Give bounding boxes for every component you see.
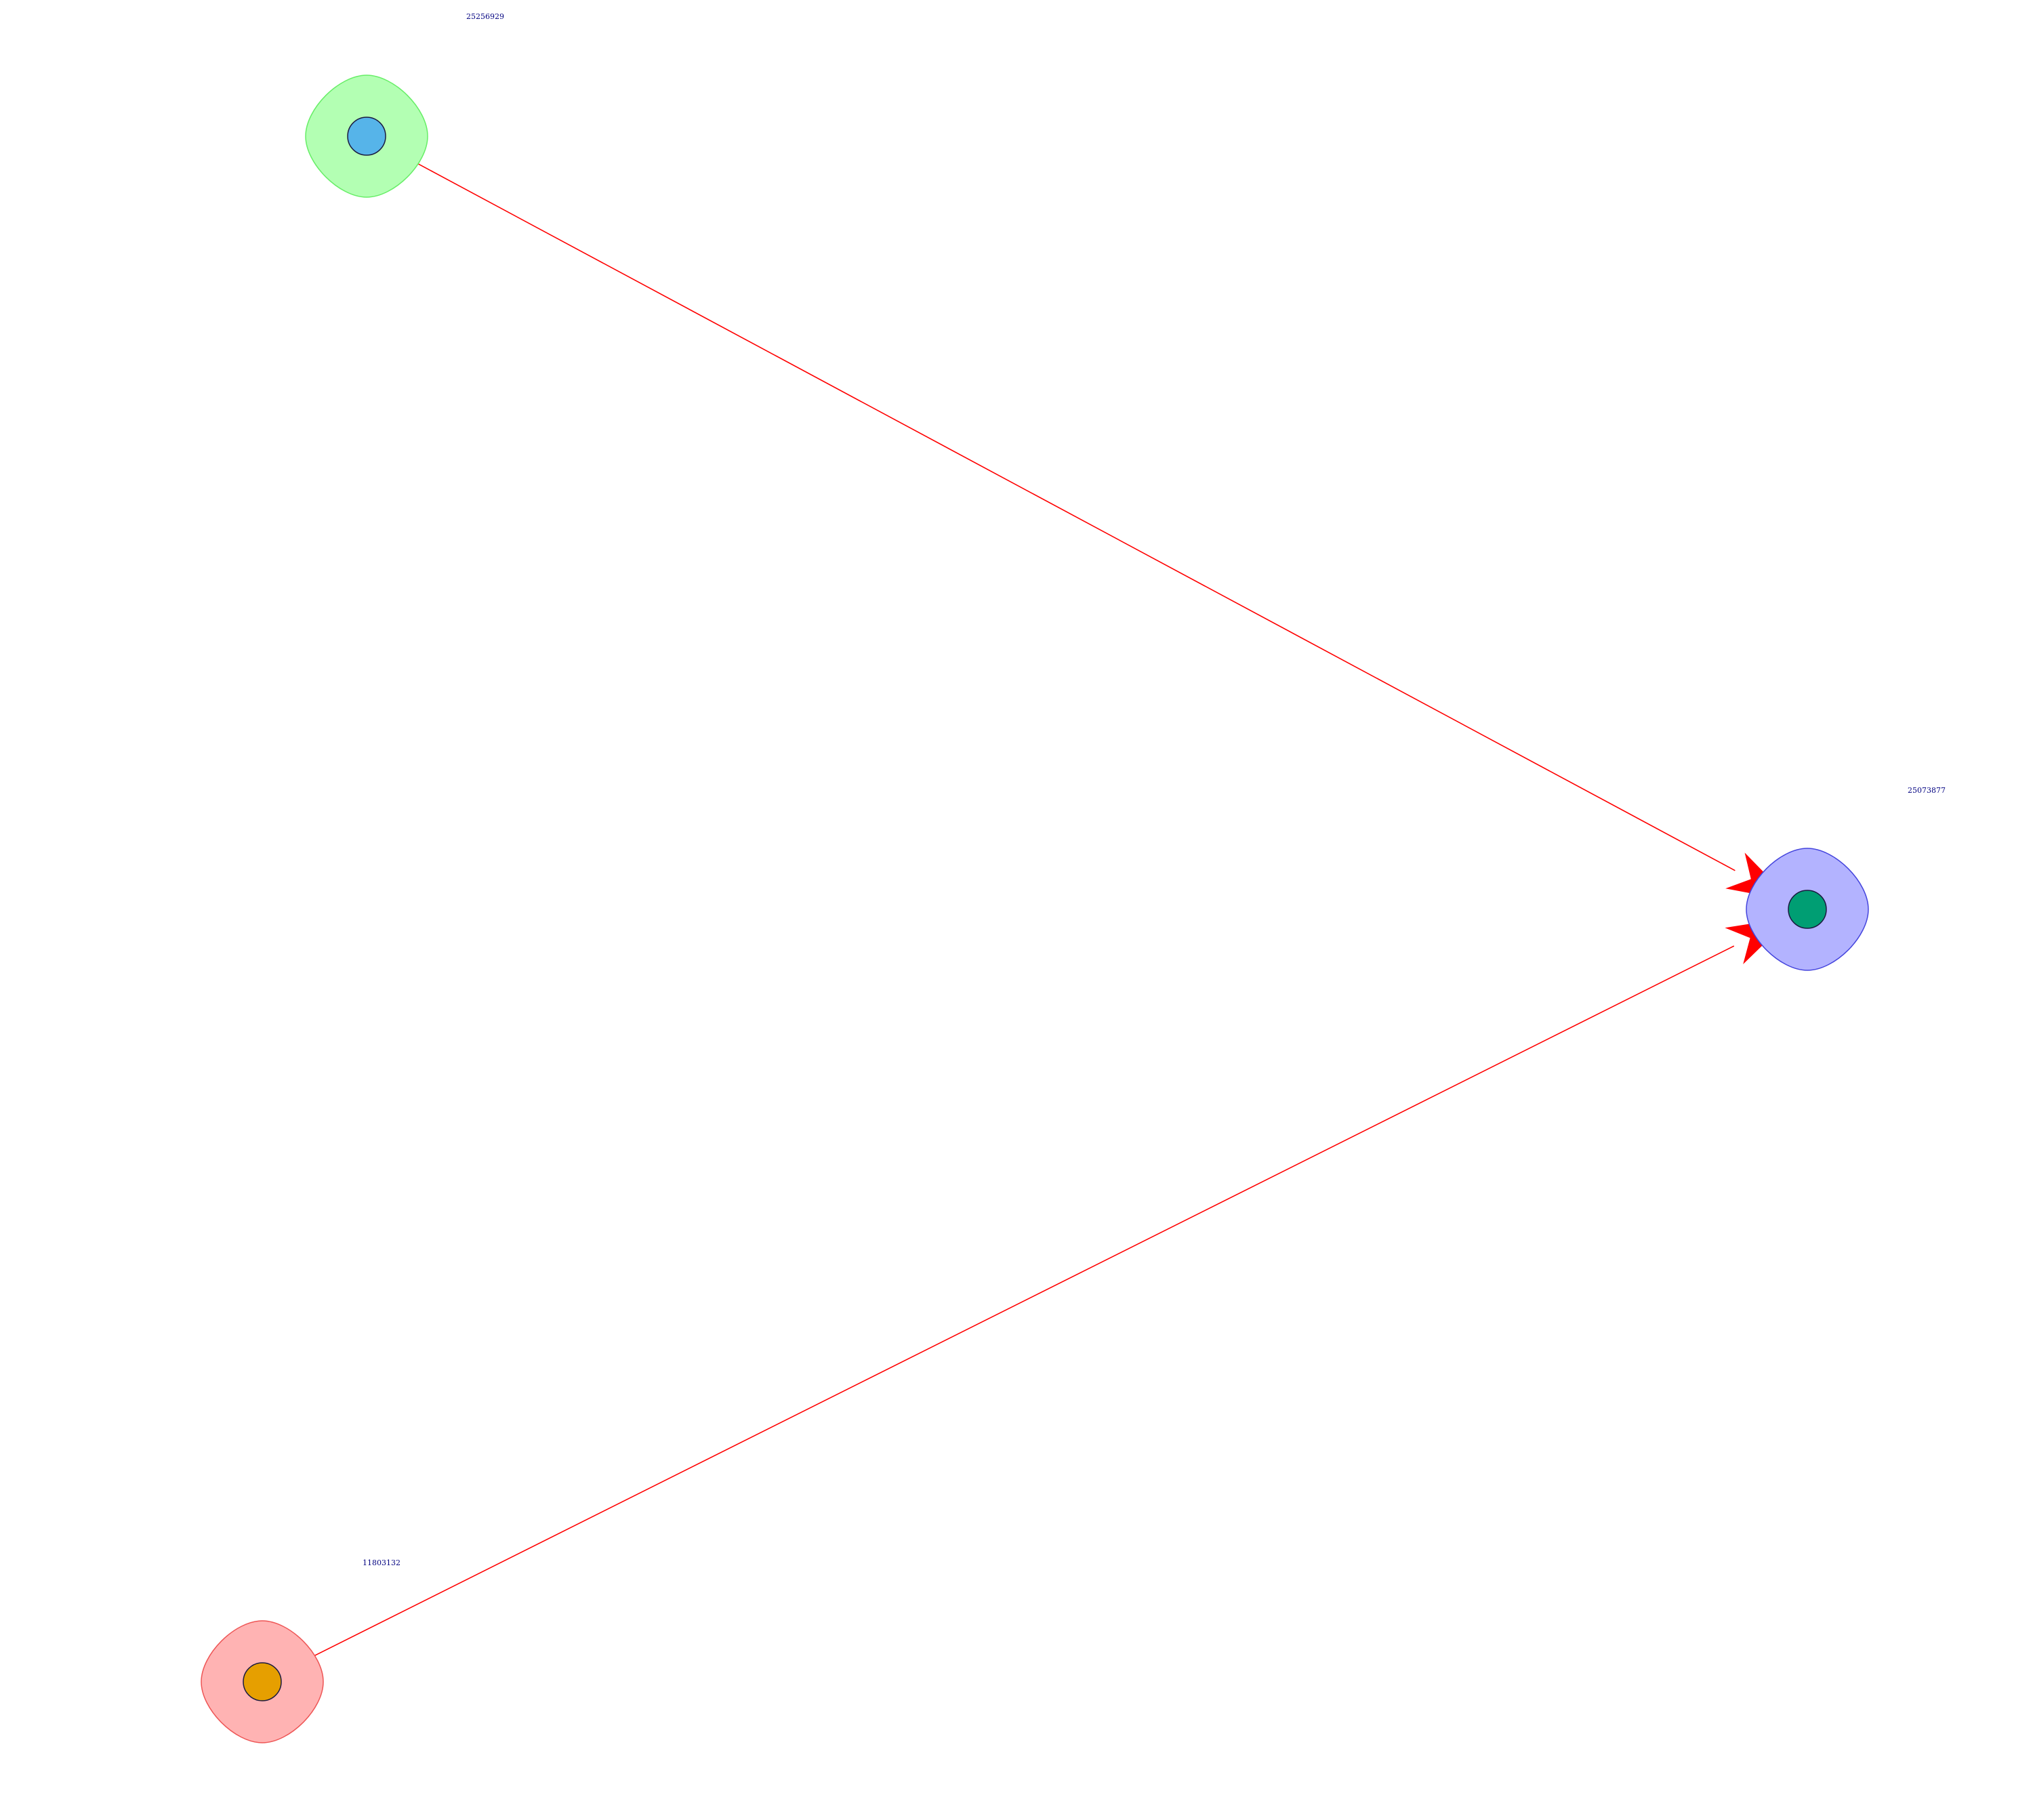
nodes-layer [201,75,1869,1743]
edge-25256929-to-25073877 [386,146,1736,871]
node-label-25256929: 25256929 [466,12,504,21]
node-25256929[interactable] [347,117,386,156]
edges-layer [283,146,1792,1672]
node-11803132[interactable] [243,1662,282,1701]
node-25073877[interactable] [1788,890,1827,929]
node-label-11803132: 11803132 [363,1558,401,1567]
labels-layer: 25256929 25073877 11803132 [363,12,1946,1567]
edge-11803132-to-25073877 [283,945,1735,1672]
node-label-25073877: 25073877 [1908,786,1946,795]
